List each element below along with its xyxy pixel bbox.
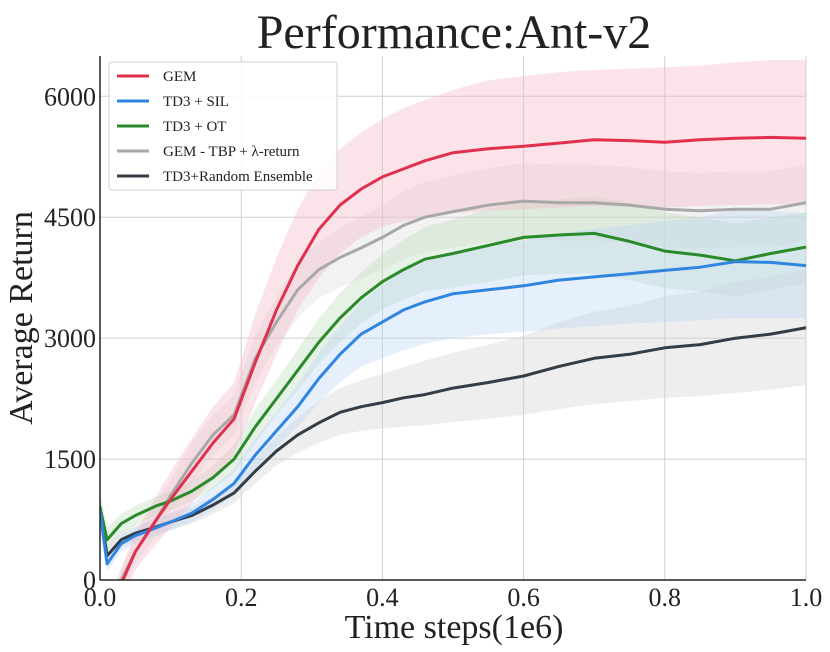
confidence-band — [100, 268, 806, 564]
legend-label: GEM — [163, 69, 196, 85]
confidence-band — [116, 163, 806, 580]
series-lines — [100, 135, 806, 580]
x-tick-label: 1.0 — [790, 583, 823, 612]
series-line — [100, 260, 806, 566]
legend-label: GEM - TBP + λ-return — [163, 144, 300, 160]
y-axis-label: Average Return — [3, 211, 40, 425]
confidence-bands — [100, 60, 806, 580]
x-tick-label: 0.4 — [366, 583, 399, 612]
series-line — [100, 231, 806, 542]
legend-box — [108, 61, 338, 191]
series-line — [121, 135, 806, 580]
y-tick-label: 4500 — [44, 203, 96, 232]
confidence-band — [116, 60, 806, 580]
legend-label: TD3+Random Ensemble — [163, 169, 313, 185]
y-tick-label: 3000 — [44, 324, 96, 353]
tick-labels: 0.0 0.2 0.4 0.6 0.8 1.0 0 1500 3000 4500 6000 — [44, 82, 822, 612]
x-tick-label: 0.8 — [649, 583, 682, 612]
y-tick-label: 6000 — [44, 82, 96, 111]
legend-label: TD3 + OT — [163, 119, 226, 135]
x-tick-label: 0.0 — [84, 583, 117, 612]
chart-title: Performance:Ant-v2 — [257, 6, 652, 59]
legend-label: TD3 + SIL — [163, 94, 229, 110]
y-tick-label: 0 — [83, 566, 96, 595]
x-axis-label: Time steps(1e6) — [345, 609, 564, 646]
axes — [99, 56, 806, 581]
x-tick-label: 0.2 — [225, 583, 258, 612]
y-tick-label: 1500 — [44, 445, 96, 474]
legend: GEM TD3 + SIL TD3 + OT GEM - TBP + λ-return… — [108, 61, 338, 191]
confidence-band — [100, 209, 806, 572]
confidence-band — [100, 196, 806, 552]
x-tick-label: 0.6 — [507, 583, 540, 612]
